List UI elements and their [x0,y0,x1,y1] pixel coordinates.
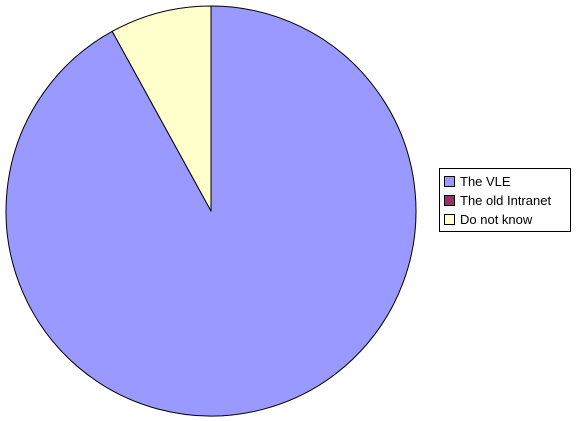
legend-swatch-do-not-know [444,214,455,225]
legend-label-the-vle: The VLE [460,174,511,189]
legend-label-do-not-know: Do not know [460,212,533,227]
legend-item-the-vle: The VLE [444,172,566,191]
legend-label-the-old-intranet: The old Intranet [460,193,552,208]
chart-legend: The VLE The old Intranet Do not know [439,168,571,232]
legend-item-the-old-intranet: The old Intranet [444,191,566,210]
legend-item-do-not-know: Do not know [444,210,566,229]
pie-slice-do-not-know [111,5,212,212]
legend-swatch-the-vle [444,176,455,187]
pie-slices [5,5,417,417]
legend-swatch-the-old-intranet [444,195,455,206]
